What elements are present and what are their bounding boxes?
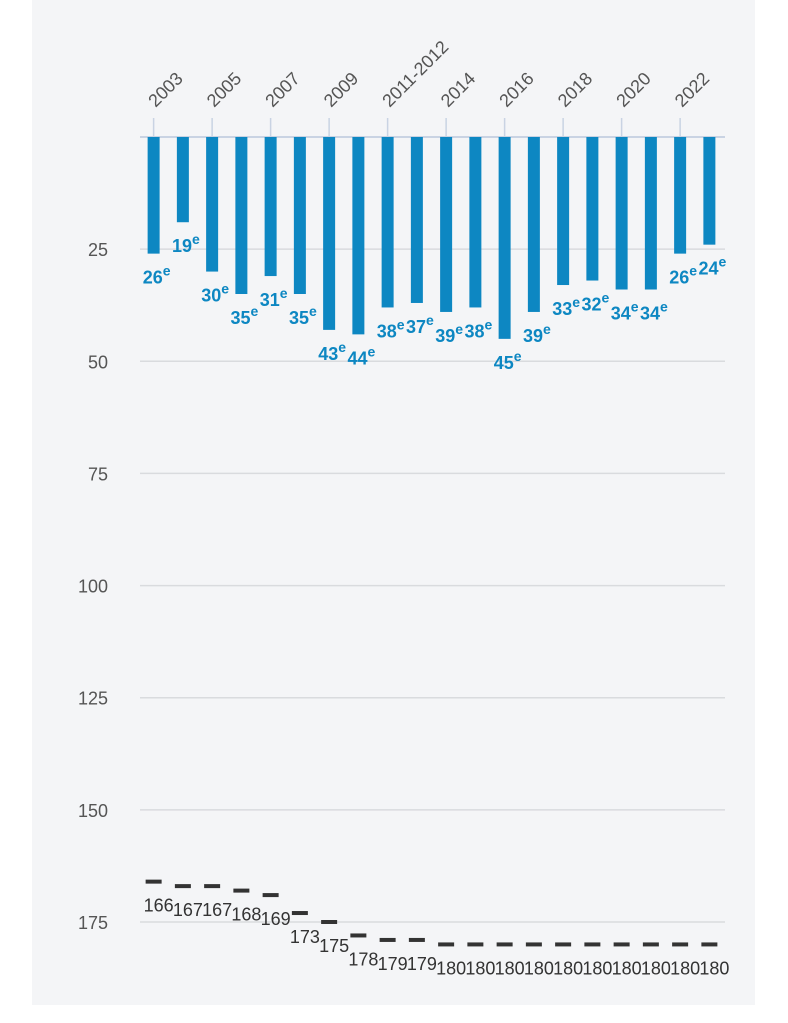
marker-data-label: 180 — [436, 958, 466, 978]
marker — [379, 937, 396, 942]
marker-data-label: 173 — [290, 927, 320, 947]
marker — [174, 884, 191, 889]
bar — [703, 137, 716, 245]
marker-data-label: 180 — [524, 958, 554, 978]
y-tick-label: 175 — [78, 913, 108, 933]
marker-data-label: 178 — [348, 949, 378, 969]
marker — [613, 942, 630, 947]
bar — [381, 137, 394, 308]
bar — [323, 137, 336, 330]
marker — [408, 937, 425, 942]
y-tick-label: 50 — [88, 352, 108, 372]
x-tick-label: 2005 — [203, 68, 245, 110]
marker — [496, 942, 513, 947]
marker — [233, 888, 250, 893]
bar-data-label: 26e — [669, 263, 697, 288]
bar — [264, 137, 277, 277]
x-tick-label: 2020 — [612, 68, 654, 110]
bar — [410, 137, 423, 303]
marker — [350, 933, 367, 938]
bar-data-label: 35e — [230, 303, 258, 328]
x-tick-label: 2018 — [554, 68, 596, 110]
bar — [498, 137, 511, 339]
bar — [586, 137, 599, 281]
bar-data-label: 43e — [318, 339, 346, 364]
y-tick-label: 150 — [78, 801, 108, 821]
marker-data-label: 180 — [495, 958, 525, 978]
x-tick-label: 2022 — [671, 68, 713, 110]
bar-data-label: 32e — [581, 290, 609, 315]
x-tick-label: 2007 — [261, 68, 303, 110]
marker — [701, 942, 718, 947]
marker-data-label: 167 — [173, 900, 203, 920]
marker — [555, 942, 572, 947]
marker — [262, 893, 279, 898]
bar-data-label: 38e — [464, 316, 492, 341]
bar-data-label: 34e — [640, 299, 668, 324]
marker-data-label: 180 — [641, 958, 671, 978]
bar — [293, 137, 306, 294]
marker-data-label: 169 — [261, 909, 291, 929]
bar-data-label: 38e — [377, 316, 405, 341]
bar-data-label: 45e — [494, 348, 522, 373]
bar-data-label: 39e — [435, 321, 463, 346]
bar — [469, 137, 482, 308]
marker-data-label: 180 — [553, 958, 583, 978]
bar-data-label: 33e — [552, 294, 580, 319]
marker — [642, 942, 659, 947]
marker — [672, 942, 689, 947]
marker-data-label: 179 — [378, 954, 408, 974]
bar-data-label: 39e — [523, 321, 551, 346]
y-tick-label: 125 — [78, 689, 108, 709]
marker-data-label: 180 — [699, 958, 729, 978]
bar — [235, 137, 248, 294]
x-tick-label: 2016 — [495, 68, 537, 110]
bar — [674, 137, 687, 254]
marker — [321, 920, 338, 924]
bar-data-label: 26e — [143, 263, 171, 288]
bar — [557, 137, 570, 286]
y-tick-label: 100 — [78, 577, 108, 597]
marker-data-label: 180 — [670, 958, 700, 978]
marker-data-label: 180 — [612, 958, 642, 978]
marker-data-label: 179 — [407, 954, 437, 974]
marker — [584, 942, 601, 947]
bar-data-label: 24e — [698, 254, 726, 279]
marker-data-label: 168 — [231, 905, 261, 925]
marker — [291, 911, 308, 916]
bar — [147, 137, 160, 254]
bar-data-label: 31e — [260, 285, 288, 310]
marker — [145, 879, 162, 884]
marker-data-label: 166 — [144, 896, 174, 916]
x-tick-label: 2014 — [437, 68, 479, 110]
bar — [440, 137, 453, 312]
bar-data-label: 37e — [406, 312, 434, 337]
bar — [176, 137, 189, 223]
y-tick-label: 75 — [88, 464, 108, 484]
marker — [438, 942, 455, 947]
bar — [615, 137, 628, 290]
bar-data-label: 35e — [289, 303, 317, 328]
x-tick-label: 2003 — [144, 68, 186, 110]
marker — [467, 942, 484, 947]
x-tick-label: 2009 — [320, 68, 362, 110]
bar-data-label: 34e — [611, 299, 639, 324]
marker-data-label: 167 — [202, 900, 232, 920]
marker — [525, 942, 542, 947]
bar — [527, 137, 540, 312]
bar — [644, 137, 657, 290]
bar-data-label: 30e — [201, 281, 229, 306]
y-tick-label: 25 — [88, 240, 108, 260]
bar-data-label: 44e — [347, 343, 375, 368]
marker-data-label: 180 — [465, 958, 495, 978]
bar — [352, 137, 365, 335]
marker-data-label: 180 — [582, 958, 612, 978]
marker-data-label: 175 — [319, 936, 349, 956]
marker — [204, 884, 221, 889]
bar-data-label: 19e — [172, 231, 200, 256]
bar — [206, 137, 219, 272]
